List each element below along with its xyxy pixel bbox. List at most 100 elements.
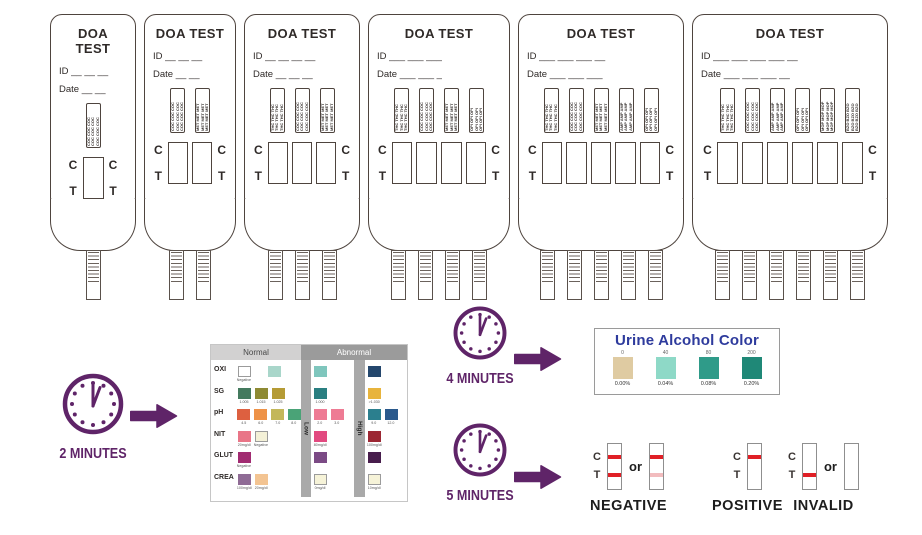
dip-strip bbox=[647, 250, 663, 300]
step-5-label: 5 MINUTES bbox=[446, 487, 514, 504]
clock-icon bbox=[61, 372, 125, 441]
color-swatch bbox=[367, 473, 381, 485]
swatch-value-label: 1.025 bbox=[273, 398, 283, 404]
strip-hatch-pattern bbox=[420, 252, 431, 282]
color-swatch bbox=[254, 473, 268, 485]
color-swatch-item: 100mg/dl bbox=[367, 430, 381, 447]
color-swatch bbox=[367, 366, 381, 377]
panel-label-mop: MOP MOP MOP MOP MOP MOP MOP MOP MOP bbox=[820, 88, 835, 133]
color-swatch bbox=[330, 409, 344, 420]
swatch-value-label: 80mg/dl bbox=[313, 441, 327, 447]
dip-strip bbox=[566, 250, 582, 300]
color-swatch-item: Negative bbox=[237, 452, 251, 468]
clock-icon bbox=[452, 305, 508, 366]
color-swatch bbox=[313, 366, 327, 377]
dip-strip-row bbox=[715, 250, 865, 300]
color-swatch bbox=[237, 366, 251, 377]
t-label: T bbox=[254, 169, 262, 183]
panel-label-row: THC THC THC THC THC THC THC THC THC COC COC… bbox=[527, 88, 675, 133]
strip-hatch-pattern bbox=[649, 252, 661, 282]
clock-icon bbox=[452, 422, 508, 483]
or-label: or bbox=[629, 459, 642, 474]
chart-row-label: pH bbox=[214, 409, 224, 416]
right-arrow-icon bbox=[514, 345, 562, 378]
panel-label-thc: THC THC THC THC THC THC THC THC THC bbox=[269, 88, 285, 133]
result-window bbox=[742, 142, 763, 184]
color-swatch-item bbox=[367, 452, 381, 463]
t-label: T bbox=[109, 184, 117, 198]
color-swatch bbox=[237, 473, 251, 485]
result-label: NEGATIVE bbox=[590, 498, 668, 514]
card-body: DOA TEST ID ___ ___ ___ __ Date ___ ___ __… bbox=[518, 14, 684, 200]
urine-alcohol-color-chart: Urine Alcohol Color 0 0.00% 40 0.04% 80 0.08%… bbox=[594, 328, 780, 395]
swatch-value-label: 20mg/dl bbox=[254, 484, 268, 490]
dip-strip bbox=[593, 250, 609, 300]
swatch-value-label: Negative bbox=[253, 441, 269, 447]
dip-strip bbox=[294, 250, 310, 300]
color-swatch-item bbox=[313, 366, 327, 377]
panel-code-text: OPI OPI OPI bbox=[652, 108, 658, 131]
panel-label-met: MET MET MET MET MET MET MET MET MET bbox=[593, 88, 609, 133]
card-shoulder bbox=[144, 199, 236, 251]
dip-strip bbox=[850, 250, 865, 300]
swatch-value-label: 12.0 bbox=[387, 420, 395, 425]
panel-label-opi: OPI OPI OPI OPI OPI OPI OPI OPI OPI bbox=[643, 88, 659, 133]
t-label: T bbox=[703, 169, 712, 183]
alcohol-percent-label: 0.04% bbox=[657, 381, 674, 387]
panel-label-row: THC THC THC THC THC THC THC THC THC COC COC… bbox=[253, 88, 351, 133]
panel-label-row: THC THC THC THC THC THC THC THC THC COC COC… bbox=[377, 88, 501, 133]
chart-cell-high bbox=[365, 366, 407, 388]
chart-row-label: GLUT bbox=[214, 452, 234, 459]
dip-strip-row bbox=[391, 250, 487, 300]
card-shoulder bbox=[368, 199, 510, 251]
card-title: DOA TEST bbox=[404, 26, 474, 41]
chart-cell-high: 100mg/dl bbox=[365, 430, 407, 453]
test-line bbox=[802, 473, 816, 477]
test-card-2-panel: DOA TEST ID __ __ __ Date __ __ COC COC COC… bbox=[144, 14, 236, 300]
panel-label-thc: THC THC THC THC THC THC THC THC THC bbox=[394, 88, 409, 133]
test-card-5-panel: DOA TEST ID ___ ___ ___ __ Date ___ ___ __… bbox=[518, 14, 684, 300]
result-window bbox=[441, 142, 462, 184]
result-window bbox=[541, 142, 563, 184]
step-5-minutes: 5 MINUTES bbox=[441, 422, 519, 504]
alcohol-swatch-item: 40 0.04% bbox=[652, 350, 680, 387]
result-window bbox=[267, 142, 288, 184]
alcohol-color-swatch bbox=[612, 357, 633, 379]
panel-label-opi: OPI OPI OPI OPI OPI OPI OPI OPI OPI bbox=[469, 88, 484, 133]
color-swatch-item: 2.0 bbox=[313, 409, 327, 425]
card-title: DOA TEST bbox=[155, 26, 225, 41]
panel-label-row: THC THC THC THC THC THC THC THC THC COC COC… bbox=[701, 88, 879, 133]
panel-label-amp: AMP AMP AMP AMP AMP AMP AMP AMP AMP bbox=[618, 88, 634, 133]
panel-label-bzo: BZO BZO BZO BZO BZO BZO BZO BZO BZO bbox=[845, 88, 860, 133]
panel-code-text: COC COC COC bbox=[577, 102, 583, 131]
panel-label-opi: OPI OPI OPI OPI OPI OPI OPI OPI OPI bbox=[795, 88, 810, 133]
card-date-line: Date ___ ___ ___ bbox=[527, 69, 603, 80]
color-swatch bbox=[237, 430, 251, 442]
strip-hatch-pattern bbox=[269, 252, 281, 282]
chart-cell-low bbox=[311, 366, 354, 388]
panel-label-amp: AMP AMP AMP AMP AMP AMP AMP AMP AMP bbox=[770, 88, 785, 133]
t-label: T bbox=[665, 169, 674, 183]
color-swatch-item bbox=[267, 366, 281, 377]
strip-hatch-pattern bbox=[87, 252, 99, 282]
card-shoulder bbox=[692, 199, 888, 251]
swatch-value-label: 20mg/dl bbox=[237, 441, 251, 447]
panel-code-text: COC COC COC bbox=[94, 117, 100, 146]
color-swatch-item: 12.0 bbox=[384, 409, 398, 425]
color-swatch bbox=[313, 430, 327, 442]
color-swatch bbox=[313, 409, 327, 420]
card-id-line: ID ___ ___ ___ bbox=[377, 51, 442, 62]
panel-label-coc: COC COC COC COC COC COC COC COC COC bbox=[85, 103, 101, 148]
result-window bbox=[639, 142, 661, 184]
dip-strip-row bbox=[85, 250, 101, 300]
alcohol-percent-label: 0.20% bbox=[743, 381, 760, 387]
color-swatch bbox=[271, 387, 285, 399]
strip-hatch-pattern bbox=[717, 252, 728, 282]
strip-hatch-pattern bbox=[393, 252, 404, 282]
card-id-line: ID ___ ___ ___ ___ __ bbox=[701, 51, 798, 62]
